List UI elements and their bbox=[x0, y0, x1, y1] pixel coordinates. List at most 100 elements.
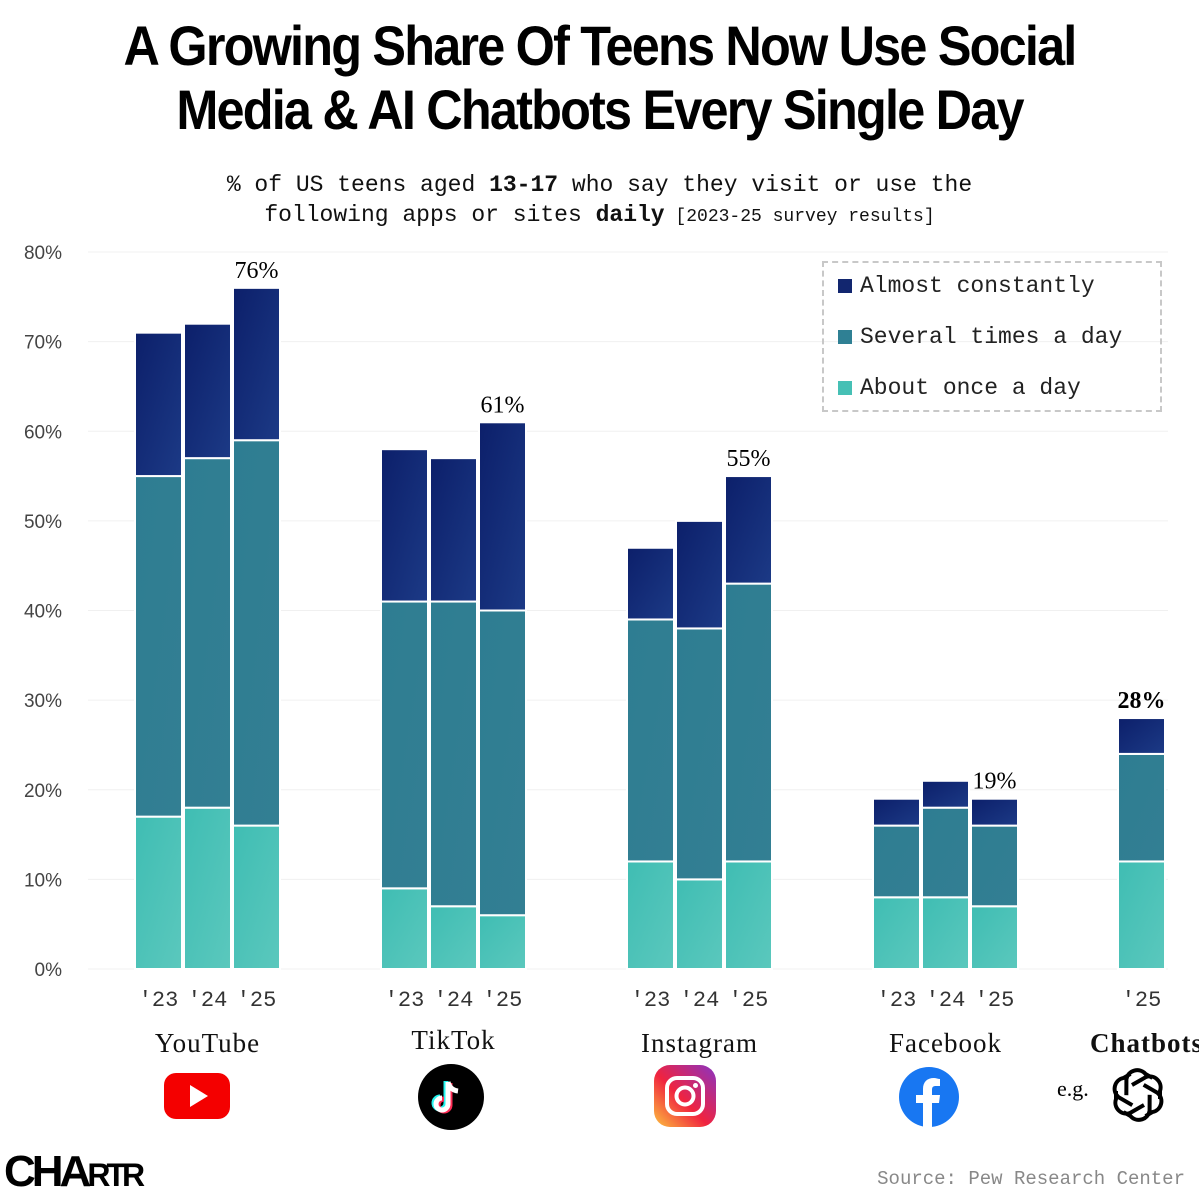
bar-several bbox=[232, 439, 281, 827]
bar-once bbox=[675, 878, 724, 970]
bar-several bbox=[970, 824, 1019, 908]
chart-title: A Growing Share Of Teens Now Use Social … bbox=[60, 14, 1139, 142]
chartr-logo: CHARTR bbox=[4, 1147, 145, 1196]
bar-almost bbox=[232, 286, 281, 442]
bar-almost bbox=[183, 322, 232, 460]
total-label: 55% bbox=[727, 446, 771, 472]
y-tick-label: 10% bbox=[24, 870, 62, 891]
legend-item-several: Several times a day bbox=[838, 324, 1122, 350]
total-label: 19% bbox=[973, 769, 1017, 795]
bar-almost bbox=[134, 331, 183, 478]
bar-several bbox=[183, 457, 232, 809]
bar-several bbox=[134, 475, 183, 818]
bar-several bbox=[872, 824, 921, 899]
bar-almost bbox=[429, 457, 478, 603]
y-tick-label: 70% bbox=[24, 333, 62, 354]
legend-swatch bbox=[838, 279, 852, 293]
title-line-1: A Growing Share Of Teens Now Use Social bbox=[123, 14, 1077, 77]
youtube-icon bbox=[164, 1073, 230, 1119]
bar-several bbox=[478, 609, 527, 917]
x-tick-label: '24 bbox=[188, 988, 228, 1013]
legend: Almost constantly Several times a day Ab… bbox=[822, 261, 1162, 412]
bar-several bbox=[1117, 752, 1166, 863]
total-label: 76% bbox=[235, 258, 279, 284]
bar-several bbox=[921, 806, 970, 899]
subtitle-text: following apps or sites bbox=[264, 202, 596, 228]
bar-several bbox=[675, 627, 724, 881]
x-tick-label: '23 bbox=[385, 988, 425, 1013]
x-tick-label: '25 bbox=[1122, 988, 1162, 1013]
legend-swatch bbox=[838, 330, 852, 344]
bar-several bbox=[626, 618, 675, 863]
bar-once bbox=[626, 860, 675, 971]
bar-once bbox=[970, 905, 1019, 971]
x-tick-label: '23 bbox=[139, 988, 179, 1013]
legend-label: Almost constantly bbox=[860, 273, 1095, 299]
legend-swatch bbox=[838, 381, 852, 395]
subtitle-bold: 13-17 bbox=[489, 172, 559, 198]
group-label: YouTube bbox=[155, 1028, 260, 1058]
total-label: 61% bbox=[481, 392, 525, 418]
eg-label: e.g. bbox=[1057, 1076, 1089, 1101]
bar-several bbox=[724, 582, 773, 863]
bar-once bbox=[478, 914, 527, 970]
bar-once bbox=[134, 815, 183, 971]
y-tick-label: 80% bbox=[24, 243, 62, 264]
bar-almost bbox=[478, 421, 527, 612]
bar-almost bbox=[872, 797, 921, 827]
source-note: Source: Pew Research Center bbox=[877, 1168, 1185, 1190]
x-tick-label: '25 bbox=[483, 988, 523, 1013]
group-label: Facebook bbox=[889, 1028, 1002, 1058]
bar-once bbox=[724, 860, 773, 971]
x-tick-label: '24 bbox=[926, 988, 966, 1013]
x-tick-label: '25 bbox=[237, 988, 277, 1013]
bar-once bbox=[1117, 860, 1166, 971]
legend-item-once: About once a day bbox=[838, 375, 1081, 401]
bar-several bbox=[429, 600, 478, 908]
bar-almost bbox=[970, 797, 1019, 827]
legend-item-almost: Almost constantly bbox=[838, 273, 1095, 299]
instagram-icon bbox=[654, 1065, 716, 1127]
x-tick-label: '23 bbox=[877, 988, 917, 1013]
bar-almost bbox=[380, 448, 429, 603]
y-tick-label: 30% bbox=[24, 691, 62, 712]
title-line-2: Media & AI Chatbots Every Single Day bbox=[176, 78, 1024, 141]
bar-almost bbox=[1117, 717, 1166, 755]
bar-once bbox=[872, 896, 921, 970]
x-tick-label: '25 bbox=[729, 988, 769, 1013]
y-tick-label: 0% bbox=[35, 960, 63, 981]
chart-subtitle: % of US teens aged 13-17 who say they vi… bbox=[0, 170, 1199, 232]
total-label: 28% bbox=[1118, 688, 1166, 714]
y-tick-label: 40% bbox=[24, 602, 62, 623]
y-tick-label: 50% bbox=[24, 512, 62, 533]
x-tick-label: '24 bbox=[680, 988, 720, 1013]
x-tick-label: '23 bbox=[631, 988, 671, 1013]
bar-once bbox=[380, 887, 429, 971]
subtitle-text: [2023-25 survey results] bbox=[664, 207, 935, 227]
y-tick-label: 60% bbox=[24, 422, 62, 443]
bar-almost bbox=[626, 546, 675, 621]
subtitle-bold: daily bbox=[595, 202, 665, 228]
openai-icon bbox=[1108, 1064, 1168, 1126]
bar-once bbox=[232, 824, 281, 970]
y-tick-label: 20% bbox=[24, 781, 62, 802]
bar-once bbox=[921, 896, 970, 970]
bar-almost bbox=[724, 475, 773, 585]
bar-almost bbox=[921, 779, 970, 809]
bar-once bbox=[429, 905, 478, 971]
subtitle-text: % of US teens aged bbox=[226, 172, 490, 198]
facebook-icon bbox=[899, 1067, 959, 1128]
group-label: Chatbots bbox=[1090, 1028, 1199, 1058]
x-tick-label: '25 bbox=[975, 988, 1015, 1013]
legend-label: Several times a day bbox=[860, 324, 1123, 350]
group-label: Instagram bbox=[641, 1028, 758, 1058]
x-tick-label: '24 bbox=[434, 988, 474, 1013]
subtitle-text: who say they visit or use the bbox=[558, 172, 973, 198]
bar-once bbox=[183, 806, 232, 970]
bar-several bbox=[380, 600, 429, 890]
legend-label: About once a day bbox=[860, 375, 1081, 401]
group-label: TikTok bbox=[411, 1025, 495, 1055]
tiktok-icon bbox=[418, 1064, 484, 1130]
bar-almost bbox=[675, 519, 724, 630]
